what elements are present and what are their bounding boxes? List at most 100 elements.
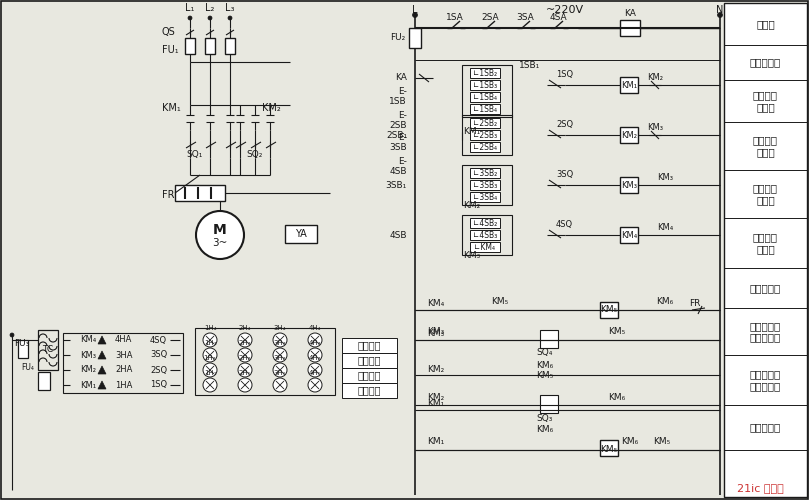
Bar — [470, 242, 500, 252]
Text: FR: FR — [689, 298, 701, 308]
Text: 1H₂: 1H₂ — [204, 355, 216, 361]
Text: 3H₄: 3H₄ — [273, 325, 286, 331]
Text: KM₃: KM₃ — [463, 250, 481, 260]
Text: KA: KA — [395, 74, 407, 82]
Text: 3SA: 3SA — [516, 14, 534, 22]
Text: 1SQ: 1SQ — [150, 380, 167, 390]
Text: KM₃: KM₃ — [621, 180, 637, 190]
Bar — [470, 142, 500, 152]
Circle shape — [273, 378, 287, 392]
Text: KM₆: KM₆ — [656, 298, 674, 306]
Text: KM₅: KM₅ — [536, 370, 553, 380]
Circle shape — [238, 348, 252, 362]
Text: E-: E- — [398, 134, 407, 142]
Text: ∟1SB₃: ∟1SB₃ — [473, 80, 497, 90]
Bar — [409, 28, 421, 48]
Bar — [185, 38, 195, 54]
Circle shape — [273, 333, 287, 347]
Bar — [600, 440, 618, 456]
Text: 2SQ: 2SQ — [556, 120, 573, 130]
Bar — [470, 68, 500, 78]
Text: 21ic 电学网: 21ic 电学网 — [737, 483, 783, 493]
Text: 2H₁: 2H₁ — [239, 370, 251, 376]
Text: KM₁: KM₁ — [80, 380, 96, 390]
Bar — [205, 38, 215, 54]
Text: ∟4SB₃: ∟4SB₃ — [473, 230, 497, 239]
Circle shape — [273, 348, 287, 362]
Text: KM₄: KM₄ — [621, 230, 637, 239]
Text: 三层判别上
下方向开关: 三层判别上 下方向开关 — [750, 320, 781, 342]
Circle shape — [208, 16, 212, 20]
Text: KM₄: KM₄ — [427, 300, 444, 308]
Text: L: L — [413, 5, 417, 15]
Circle shape — [238, 333, 252, 347]
Circle shape — [308, 363, 322, 377]
Text: E-: E- — [398, 88, 407, 96]
Text: 1SB: 1SB — [389, 98, 407, 106]
Bar — [38, 372, 50, 390]
Text: KA: KA — [624, 8, 636, 18]
Bar — [462, 115, 512, 155]
Text: KM₁: KM₁ — [621, 80, 637, 90]
Text: 3H₁: 3H₁ — [273, 370, 286, 376]
Bar — [470, 104, 500, 114]
Bar — [342, 368, 397, 383]
Circle shape — [10, 333, 14, 337]
Bar — [470, 92, 500, 102]
Text: KM₁: KM₁ — [427, 438, 444, 446]
Bar — [620, 77, 638, 93]
Circle shape — [273, 363, 287, 377]
Text: 2H₃: 2H₃ — [239, 340, 251, 346]
Text: FU₂: FU₂ — [390, 34, 405, 42]
Text: 电压继电器: 电压继电器 — [750, 58, 781, 68]
Bar — [342, 353, 397, 368]
Text: KM₅: KM₅ — [491, 298, 509, 306]
Text: 4SA: 4SA — [549, 14, 567, 22]
Bar — [620, 127, 638, 143]
Text: YA: YA — [295, 229, 307, 239]
Text: 四层信号: 四层信号 — [358, 340, 381, 350]
Text: L₂: L₂ — [205, 3, 214, 13]
Text: 二层信号: 二层信号 — [358, 370, 381, 380]
Text: KM₁: KM₁ — [463, 128, 481, 136]
Bar — [195, 328, 335, 395]
Circle shape — [718, 12, 722, 18]
Text: 二层控制
接触器: 二层控制 接触器 — [753, 135, 778, 157]
Text: M: M — [213, 223, 227, 237]
Text: KM₂: KM₂ — [463, 200, 481, 209]
Text: KM₆: KM₆ — [621, 438, 638, 446]
Text: 一层信号: 一层信号 — [358, 385, 381, 395]
Text: KM₅: KM₅ — [600, 306, 617, 314]
Text: 上升接触器: 上升接触器 — [750, 283, 781, 293]
Circle shape — [308, 333, 322, 347]
Text: 1H₁: 1H₁ — [204, 370, 216, 376]
Text: 1SQ: 1SQ — [556, 70, 573, 80]
Text: L₁: L₁ — [185, 3, 195, 13]
Text: 1H₃: 1H₃ — [204, 340, 216, 346]
Text: ∟2SB₃: ∟2SB₃ — [473, 130, 497, 140]
Text: 4SB: 4SB — [389, 168, 407, 176]
Circle shape — [238, 378, 252, 392]
Text: 3SB: 3SB — [389, 144, 407, 152]
Text: 4H₁: 4H₁ — [309, 370, 321, 376]
Text: ∟1SB₂: ∟1SB₂ — [473, 68, 497, 78]
Polygon shape — [98, 336, 106, 344]
Text: QS: QS — [162, 27, 176, 37]
Bar — [470, 218, 500, 228]
Text: 熔断器: 熔断器 — [756, 19, 775, 29]
Text: 四层控制
接触器: 四层控制 接触器 — [753, 232, 778, 254]
Bar — [175, 185, 225, 201]
Text: 下降接触器: 下降接触器 — [750, 422, 781, 432]
Circle shape — [238, 363, 252, 377]
Text: KM₂: KM₂ — [621, 130, 637, 140]
Text: N: N — [716, 5, 724, 15]
Bar — [462, 65, 512, 117]
Text: 4SQ: 4SQ — [150, 336, 167, 344]
Text: 3SB₁: 3SB₁ — [386, 180, 407, 190]
Bar — [470, 180, 500, 190]
Text: FU₁: FU₁ — [162, 45, 179, 55]
Bar — [225, 38, 235, 54]
Text: KM₆: KM₆ — [608, 392, 625, 402]
Bar — [285, 225, 317, 243]
Text: KM₂: KM₂ — [427, 392, 444, 402]
